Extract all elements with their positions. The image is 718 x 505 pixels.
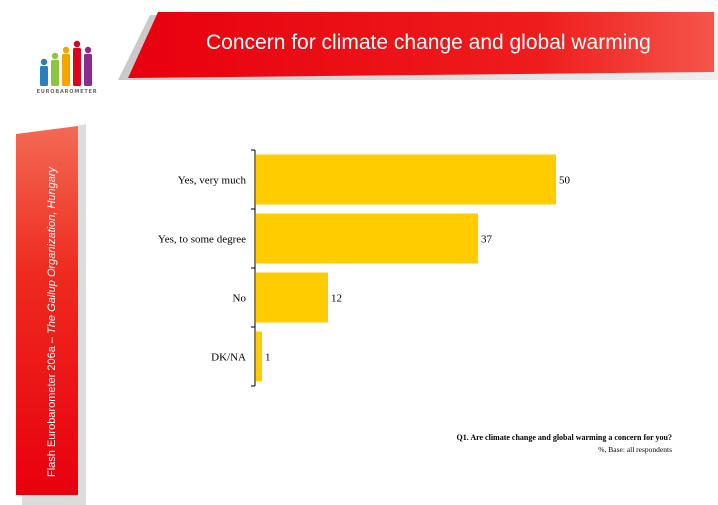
logo-figure-head (73, 40, 81, 48)
logo-figure-head (40, 58, 48, 66)
category-label: No (233, 293, 247, 305)
category-label: DK/NA (211, 352, 246, 364)
bar (256, 213, 478, 264)
bar-chart: Yes, very much 50 Yes, to some degree 37 No 1… (158, 149, 571, 387)
eurobarometer-logo (40, 40, 92, 86)
question-note: Q1. Are climate change and global warmin… (456, 433, 672, 442)
header-banner (118, 12, 718, 80)
base-note: %, Base: all respondents (598, 445, 672, 454)
page-title: Concern for climate change and global wa… (206, 31, 651, 54)
logo-figure-body (84, 54, 92, 86)
bar (256, 331, 262, 382)
value-label: 37 (481, 234, 493, 246)
logo-figure-body (40, 66, 48, 86)
logo-figure-head (51, 52, 59, 60)
logo-figure-body (73, 48, 81, 86)
logo-figure-body (62, 54, 70, 86)
category-label: Yes, to some degree (158, 234, 246, 246)
sidebar-band (16, 124, 86, 505)
value-label: 12 (331, 293, 342, 305)
bar (256, 154, 556, 205)
bar (256, 272, 328, 323)
logo-figure-head (62, 46, 70, 54)
value-label: 50 (559, 175, 571, 187)
logo-figure-body (51, 60, 59, 86)
logo-figure-head (84, 46, 92, 54)
value-label: 1 (265, 352, 271, 364)
logo-wordmark: EUROBAROMETER (36, 89, 98, 95)
category-label: Yes, very much (178, 175, 247, 187)
